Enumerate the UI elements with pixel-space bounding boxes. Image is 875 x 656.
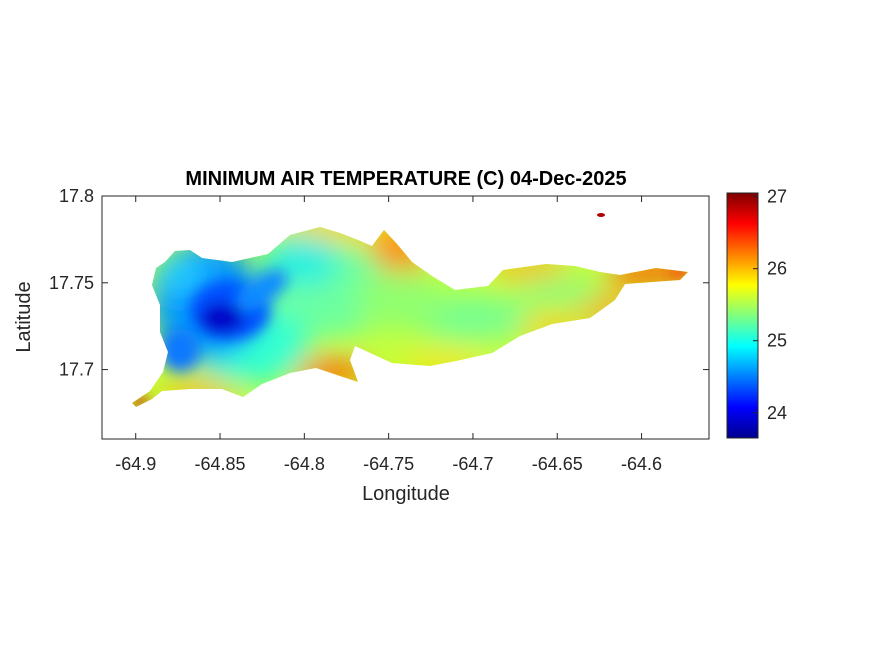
- y-tick-label: 17.75: [49, 273, 94, 293]
- colorbar-tick-label: 27: [767, 187, 787, 207]
- x-axis-label: Longitude: [362, 483, 450, 505]
- warm-islet: [597, 213, 605, 217]
- temperature-field: [132, 227, 688, 407]
- chart-title: MINIMUM AIR TEMPERATURE (C) 04-Dec-2025: [185, 168, 626, 190]
- y-tick-label: 17.7: [59, 360, 94, 380]
- colorbar-tick-label: 26: [767, 259, 787, 279]
- axes-box: [101, 195, 710, 440]
- colorbar-tick-label: 25: [767, 331, 787, 351]
- x-tick-label: -64.75: [363, 454, 414, 474]
- x-tick-label: -64.65: [532, 454, 583, 474]
- x-tick-label: -64.6: [621, 454, 662, 474]
- y-axis-ticks: 17.7 17.75 17.8: [49, 186, 709, 380]
- colorbar: [726, 192, 759, 439]
- y-tick-label: 17.8: [59, 186, 94, 206]
- y-axis-label: Latitude: [13, 281, 35, 352]
- x-tick-label: -64.8: [284, 454, 325, 474]
- x-axis-ticks: -64.9 -64.85 -64.8 -64.75 -64.7 -64.65 -64.6: [115, 196, 662, 474]
- x-tick-label: -64.7: [452, 454, 493, 474]
- colorbar-tick-label: 24: [767, 403, 787, 423]
- x-tick-label: -64.9: [115, 454, 156, 474]
- colorbar-ticks: 24 25 26 27: [753, 187, 787, 423]
- x-tick-label: -64.85: [195, 454, 246, 474]
